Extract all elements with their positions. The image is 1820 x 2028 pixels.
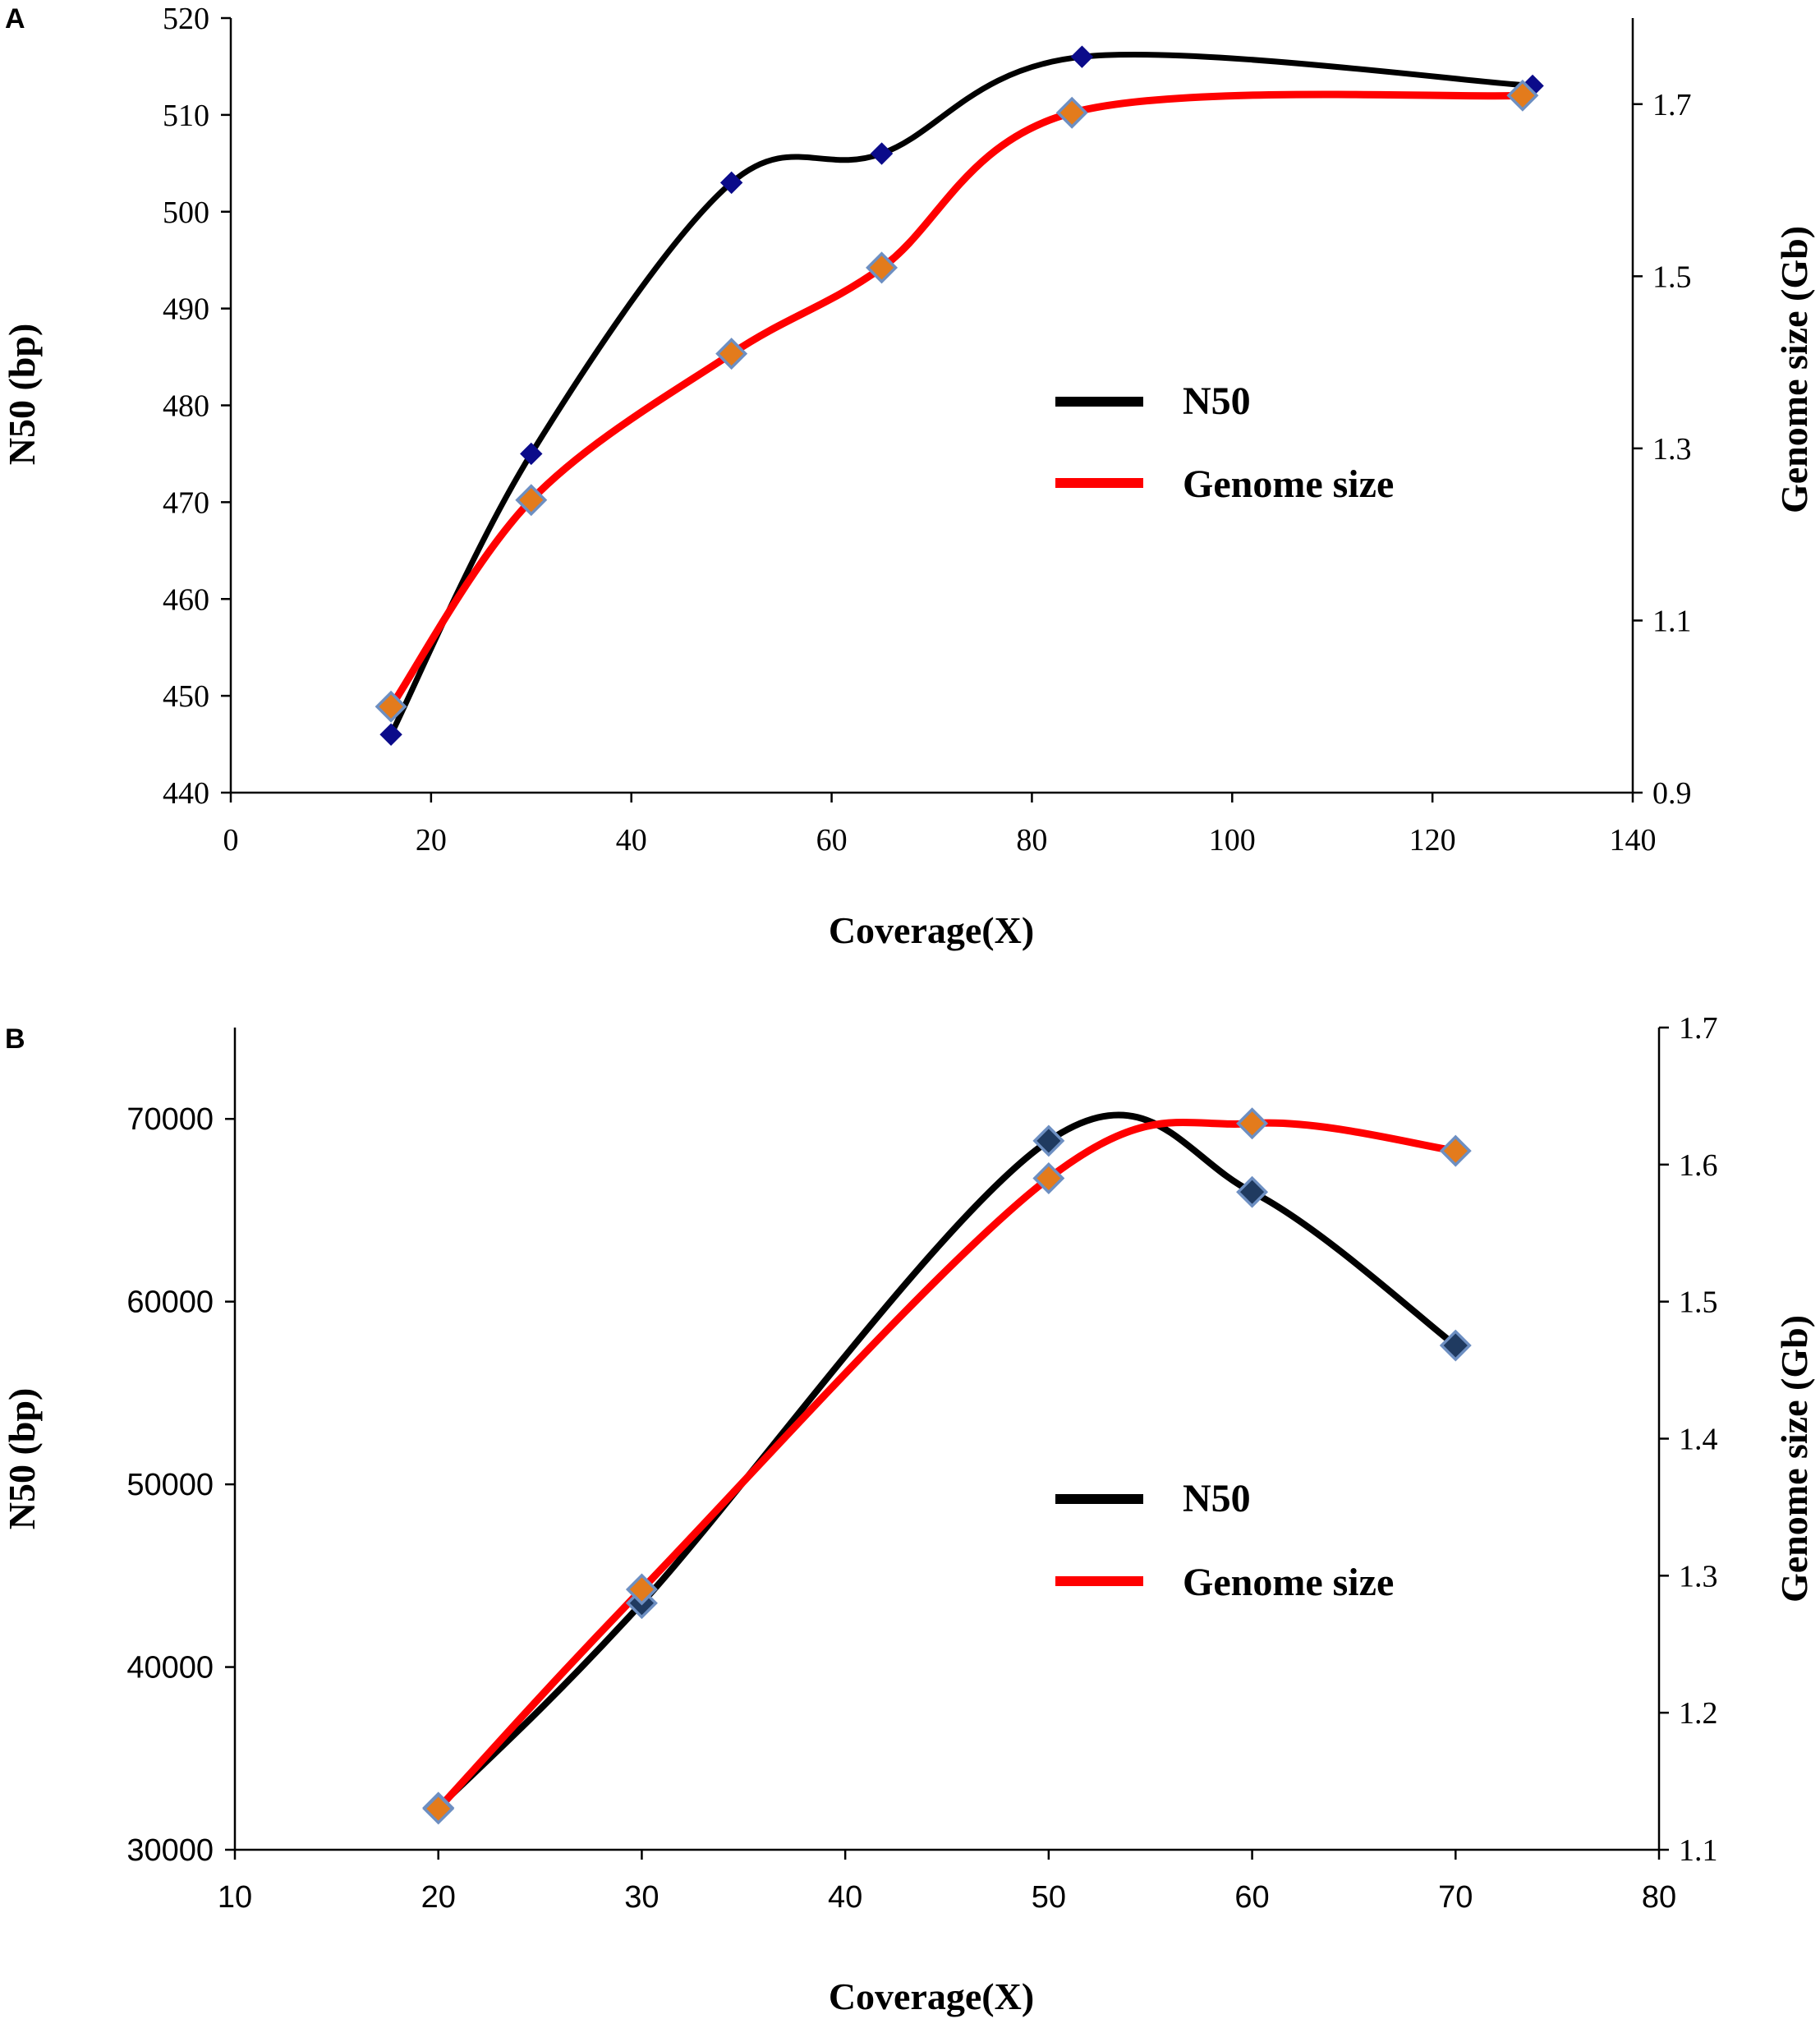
panel-b-marker-n50 (1236, 1175, 1269, 1208)
panel-a-marker-genome-size (1055, 96, 1088, 129)
panel-a-marker-genome-size (375, 690, 407, 723)
panel-b-marker-n50 (1032, 1124, 1065, 1157)
panel-a-y2-tick-label: 1.3 (1652, 432, 1692, 467)
panel-b-x-tick-label: 70 (1438, 1880, 1473, 1915)
panel-a-y-tick-label: 500 (163, 195, 209, 230)
panel-a-marker-genome-size (515, 484, 548, 517)
panel-a-y-tick-label: 450 (163, 679, 209, 714)
panel-a-y-tick-label: 480 (163, 389, 209, 424)
panel-a-series (387, 52, 1536, 738)
panel-b-y2-tick-label: 1.7 (1679, 1011, 1718, 1046)
panel-a-marker-genome-size (715, 338, 748, 370)
panel-a-x-tick-label: 80 (1016, 823, 1047, 858)
panel-a-y-tick-label: 470 (163, 485, 209, 520)
panel-b-tick-labels: 30000 40000 50000 60000 70000 1.1 1.2 1.… (126, 1011, 1717, 1915)
panel-a-marker-genome-size (866, 251, 899, 284)
panel-b-y2-tick-label: 1.4 (1679, 1423, 1718, 1457)
panel-b-legend: N50 Genome size (1055, 1477, 1394, 1604)
panel-a-tick-marks (221, 16, 1643, 802)
panel-b-y-tick-label: 60000 (126, 1285, 214, 1320)
panel-a-marker-n50 (719, 171, 743, 195)
panel-b-marker-genome-size (1439, 1134, 1472, 1167)
panel-b-y2-tick-label: 1.5 (1679, 1285, 1718, 1320)
panel-a-y2-tick-label: 1.7 (1652, 88, 1692, 122)
panel-b-y-tick-label: 30000 (126, 1833, 214, 1868)
panel-b-y-axis-label: N50 (bp) (1, 1388, 43, 1530)
panel-a-chart: A 440 450 460 470 480 490 500 510 520 0.… (1, 2, 1815, 951)
panel-a-x-tick-label: 100 (1209, 823, 1256, 858)
panel-b-y-tick-label: 50000 (126, 1468, 214, 1502)
panel-a-x-tick-label: 60 (816, 823, 848, 858)
panel-b-x-axis-label: Coverage(X) (829, 1975, 1034, 2017)
panel-b-marker-genome-size (625, 1573, 658, 1606)
panel-a-marker-n50 (520, 442, 543, 466)
panel-a-x-tick-label: 40 (616, 823, 647, 858)
panel-b-x-tick-label: 50 (1032, 1880, 1066, 1915)
panel-b-x-tick-label: 20 (421, 1880, 456, 1915)
panel-b-x-tick-label: 40 (828, 1880, 862, 1915)
panel-a-x-tick-label: 0 (223, 823, 239, 858)
panel-a-series-line-n50 (388, 52, 1536, 738)
panel-a-y-tick-label: 510 (163, 99, 209, 133)
panel-a-y2-axis-label: Genome size (Gb) (1773, 226, 1815, 513)
panel-b-y2-tick-label: 1.1 (1679, 1833, 1718, 1868)
panel-a-y-tick-label: 460 (163, 582, 209, 617)
panel-b-y2-axis-label: Genome size (Gb) (1773, 1315, 1815, 1603)
panel-b-y-tick-label: 40000 (126, 1651, 214, 1685)
panel-a-y-tick-label: 520 (163, 2, 209, 36)
panel-a-marker-genome-size (1506, 79, 1539, 112)
panel-a-markers (375, 45, 1544, 746)
panel-b-y-tick-label: 70000 (126, 1102, 214, 1137)
panel-a-y-tick-label: 490 (163, 292, 209, 327)
panel-a-x-tick-label: 140 (1610, 823, 1657, 858)
panel-b-series-line-n50 (434, 1111, 1459, 1811)
panel-b-chart: B 30000 40000 50000 60000 70000 1.1 1.2 … (1, 1011, 1815, 2017)
panel-a-y2-tick-label: 1.5 (1652, 260, 1692, 294)
panel-b-marker-n50 (1439, 1329, 1472, 1362)
panel-b-x-tick-label: 80 (1642, 1880, 1676, 1915)
panel-a-y-tick-label: 440 (163, 776, 209, 811)
panel-b-series-line-genome-size (434, 1118, 1459, 1813)
panel-b-y2-tick-label: 1.6 (1679, 1148, 1718, 1183)
panel-a-y2-tick-label: 1.1 (1652, 604, 1692, 638)
panel-b-legend-label-n50: N50 (1183, 1477, 1251, 1520)
panel-a-series-line-genome-size (387, 90, 1527, 710)
panel-a-marker-n50 (379, 723, 402, 746)
panel-b-marker-genome-size (1032, 1162, 1065, 1194)
panel-b-legend-label-genome: Genome size (1183, 1561, 1394, 1604)
panel-a-marker-n50 (870, 142, 894, 165)
panel-b-y2-tick-label: 1.3 (1679, 1559, 1718, 1593)
panel-a-y2-tick-label: 0.9 (1652, 776, 1692, 811)
panel-a-legend-label-n50: N50 (1183, 379, 1251, 423)
panel-b-x-tick-label: 30 (624, 1880, 659, 1915)
panel-a-x-tick-label: 20 (416, 823, 447, 858)
panel-a-x-tick-label: 120 (1409, 823, 1456, 858)
panel-b-series (434, 1111, 1459, 1813)
panel-a-tick-labels: 440 450 460 470 480 490 500 510 520 0.9 … (163, 2, 1692, 858)
panel-b-y2-tick-label: 1.2 (1679, 1696, 1718, 1731)
panel-b-x-tick-label: 10 (218, 1880, 252, 1915)
panel-a-legend-label-genome: Genome size (1183, 462, 1394, 506)
panel-a-label: A (5, 3, 25, 34)
panel-a-y-axis-label: N50 (bp) (1, 324, 43, 466)
panel-b-marker-genome-size (1236, 1107, 1269, 1140)
panel-a-legend: N50 Genome size (1055, 379, 1394, 506)
panel-a-marker-n50 (1070, 45, 1094, 68)
panel-b-tick-marks (225, 1026, 1669, 1860)
panel-b-markers (422, 1107, 1472, 1825)
panel-b-x-tick-label: 60 (1234, 1880, 1269, 1915)
panel-a-x-axis-label: Coverage(X) (829, 909, 1034, 951)
panel-b-marker-genome-size (422, 1792, 455, 1825)
panel-b-label: B (5, 1023, 25, 1055)
